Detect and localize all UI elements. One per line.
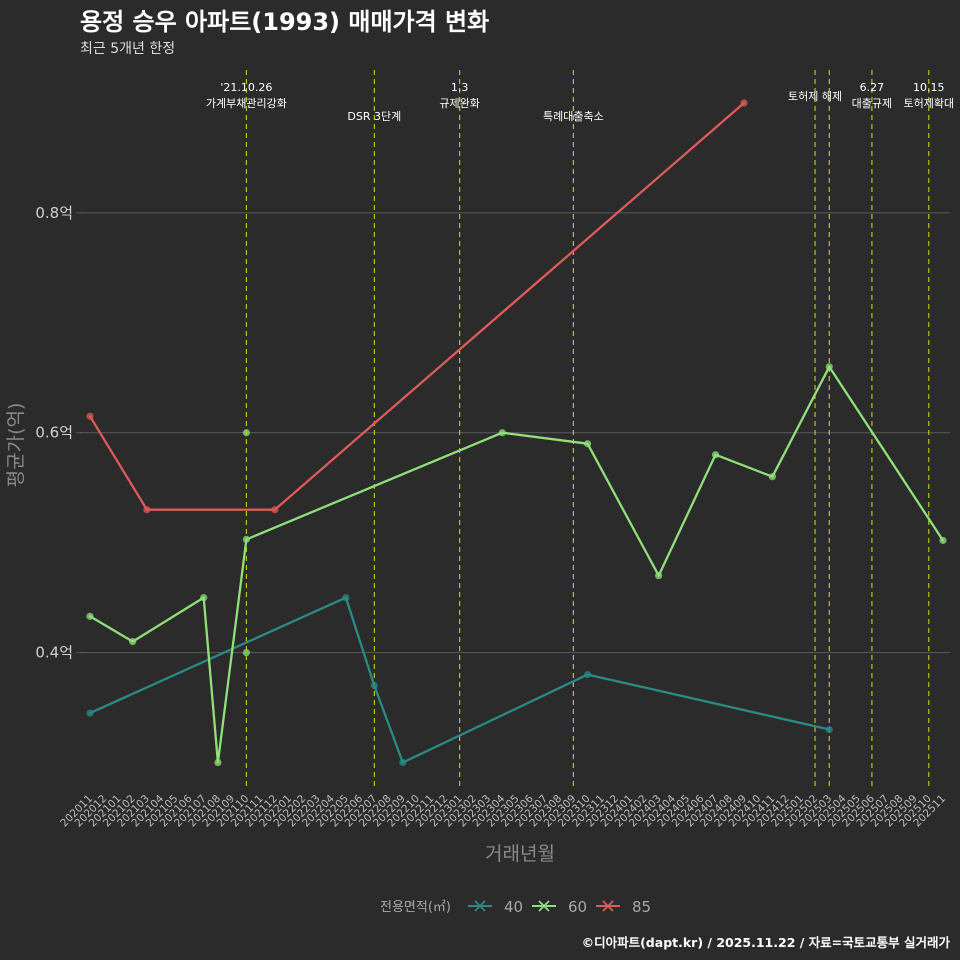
data-point-40	[86, 709, 94, 717]
event-label: 6.27	[860, 81, 885, 94]
data-point-60	[242, 648, 250, 657]
data-point-60	[825, 363, 833, 371]
legend-key-cross	[538, 900, 550, 912]
data-point-60	[214, 758, 222, 767]
data-point-85	[271, 506, 279, 514]
event-label: 10.15	[913, 81, 945, 94]
event-label: DSR 3단계	[347, 110, 401, 123]
data-point-60	[242, 429, 250, 437]
legend-key-cross	[474, 900, 486, 912]
data-point-60	[655, 572, 663, 580]
event-label: 1.3	[451, 81, 469, 94]
x-axis-title: 거래년월	[485, 843, 555, 865]
event-label: 토허제 해제	[788, 89, 842, 103]
data-point-40	[399, 758, 407, 767]
event-label: '21.10.26	[220, 81, 272, 94]
event-label: 규제완화	[439, 97, 479, 110]
chart-subtitle: 최근 5개년 한정	[80, 41, 175, 57]
y-tick-label: 0.4억	[35, 644, 73, 662]
data-point-60	[583, 440, 592, 448]
series-line-60	[88, 365, 945, 764]
data-point-60	[498, 429, 506, 437]
data-point-40	[342, 594, 350, 602]
data-point-60	[768, 473, 777, 481]
data-point-60	[200, 594, 208, 602]
legend-label: 60	[568, 898, 587, 916]
legend-label: 85	[632, 898, 651, 916]
data-point-60	[939, 536, 947, 545]
chart-title: 용정 승우 아파트(1993) 매매가격 변화	[80, 8, 489, 36]
event-label: 가계부채관리강화	[206, 97, 287, 110]
data-point-60	[86, 612, 94, 620]
data-point-85	[143, 506, 151, 514]
series-line-40	[88, 596, 831, 764]
series-line-85	[88, 101, 746, 511]
series-lines	[86, 99, 947, 767]
data-point-40	[825, 725, 833, 734]
event-label: 대출규제	[852, 97, 892, 110]
y-axis-title: 평균가(억)	[5, 403, 27, 488]
data-point-85	[86, 412, 94, 420]
event-label: 토허제확대	[903, 97, 954, 110]
data-point-60	[129, 638, 137, 646]
y-tick-labels: 0.4억 0.6억 0.8억	[35, 204, 73, 662]
event-label: 특례대출축소	[543, 110, 604, 123]
data-point-60	[711, 451, 720, 459]
legend: 전용면적(㎡) 40 60 85	[380, 898, 651, 916]
legend-key-cross	[602, 900, 614, 912]
data-point-40	[370, 681, 378, 690]
data-point-40	[583, 670, 592, 679]
legend-label: 40	[504, 898, 523, 916]
legend-title: 전용면적(㎡)	[380, 900, 451, 915]
y-tick-label: 0.8억	[35, 204, 73, 222]
data-point-60	[242, 535, 250, 543]
y-tick-label: 0.6억	[35, 424, 73, 442]
data-point-85	[740, 99, 748, 107]
source-caption: ©디아파트(dapt.kr) / 2025.11.22 / 자료=국토교통부 실…	[582, 935, 951, 950]
